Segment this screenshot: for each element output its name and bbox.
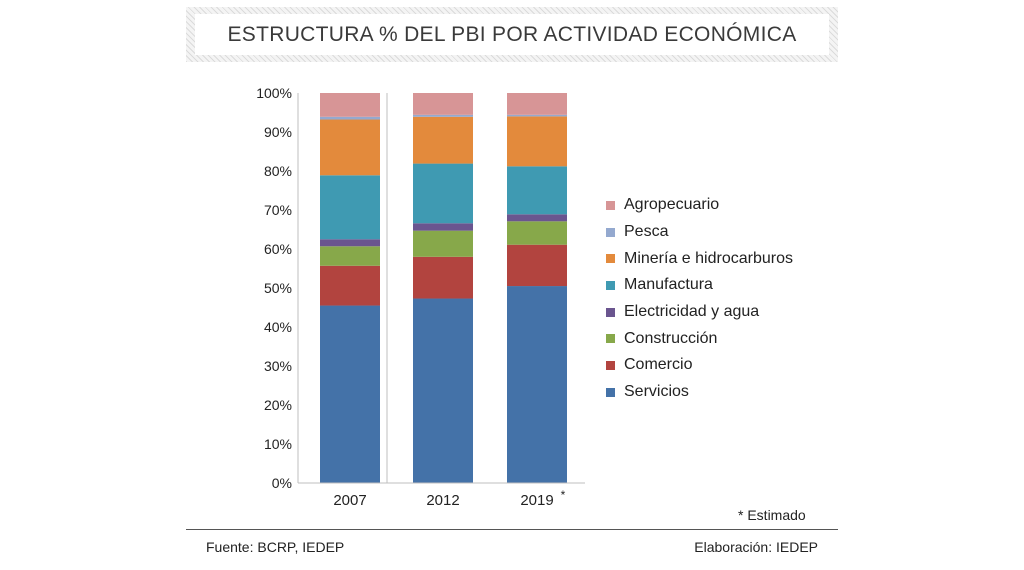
y-tick-label: 20% <box>264 397 292 413</box>
x-tick-label: 2019 <box>520 492 553 509</box>
legend-item: Manufactura <box>606 272 793 299</box>
legend-swatch <box>606 334 615 344</box>
bar-segment <box>320 265 380 306</box>
legend-swatch <box>606 254 615 264</box>
bar-segment <box>507 244 567 287</box>
legend-item: Electricidad y agua <box>606 299 793 326</box>
title-box: ESTRUCTURA % DEL PBI POR ACTIVIDAD ECONÓ… <box>186 7 838 62</box>
chart-title: ESTRUCTURA % DEL PBI POR ACTIVIDAD ECONÓ… <box>195 14 829 55</box>
bar-segment <box>507 286 567 483</box>
bar-segment <box>413 163 473 224</box>
bar-segment <box>320 175 380 240</box>
legend-swatch <box>606 387 615 397</box>
bar-segment <box>507 166 567 215</box>
bar-segment <box>413 298 473 483</box>
bar-segment <box>320 246 380 266</box>
y-tick-label: 100% <box>256 85 292 101</box>
y-tick-label: 90% <box>264 124 292 140</box>
bar-segment <box>413 223 473 231</box>
x-tick-mark: * <box>561 488 566 502</box>
bar-segment <box>413 116 473 164</box>
legend-label: Minería e hidrocarburos <box>624 249 793 267</box>
y-tick-label: 30% <box>264 358 292 374</box>
legend-item: Comercio <box>606 352 793 379</box>
legend-label: Comercio <box>624 356 693 374</box>
legend-item: Construcción <box>606 325 793 352</box>
legend-label: Servicios <box>624 383 689 401</box>
bar-segment <box>507 214 567 222</box>
y-tick-label: 50% <box>264 280 292 296</box>
x-tick-label: 2012 <box>426 492 459 509</box>
legend-swatch <box>606 200 615 210</box>
legend-swatch <box>606 307 615 317</box>
y-tick-label: 80% <box>264 163 292 179</box>
source-text: Fuente: BCRP, IEDEP <box>206 539 345 555</box>
bar-segment <box>413 93 473 115</box>
legend-item: Pesca <box>606 219 793 246</box>
legend-item: Servicios <box>606 379 793 406</box>
legend-item: Minería e hidrocarburos <box>606 245 793 272</box>
bar-segment <box>413 256 473 299</box>
x-tick-label: 2007 <box>333 492 366 509</box>
bar-segment <box>413 230 473 257</box>
legend-swatch <box>606 360 615 370</box>
chart-legend: Agropecuario Pesca Minería e hidrocarburos… <box>606 192 793 406</box>
bar-segment <box>320 305 380 483</box>
legend-label: Construcción <box>624 329 718 347</box>
legend-swatch <box>606 227 615 237</box>
legend-label: Pesca <box>624 223 669 241</box>
legend-swatch <box>606 280 615 290</box>
bar-segment <box>507 114 567 117</box>
credit-text: Elaboración: IEDEP <box>694 539 818 555</box>
estimate-note: * Estimado <box>738 507 806 523</box>
y-tick-label: 70% <box>264 202 292 218</box>
bar-segment <box>320 119 380 176</box>
legend-label: Manufactura <box>624 276 713 294</box>
legend-item: Agropecuario <box>606 192 793 219</box>
bar-segment <box>507 93 567 115</box>
legend-label: Electricidad y agua <box>624 303 760 321</box>
footer-divider <box>186 529 838 530</box>
y-tick-label: 60% <box>264 241 292 257</box>
legend-label: Agropecuario <box>624 196 720 214</box>
bar-segment <box>320 239 380 247</box>
bar-segment <box>507 116 567 167</box>
y-tick-label: 40% <box>264 319 292 335</box>
bar-segment <box>320 116 380 120</box>
y-tick-label: 10% <box>264 436 292 452</box>
bar-segment <box>507 221 567 245</box>
bar-segment <box>413 114 473 117</box>
bar-segment <box>320 93 380 117</box>
y-tick-label: 0% <box>272 475 292 491</box>
